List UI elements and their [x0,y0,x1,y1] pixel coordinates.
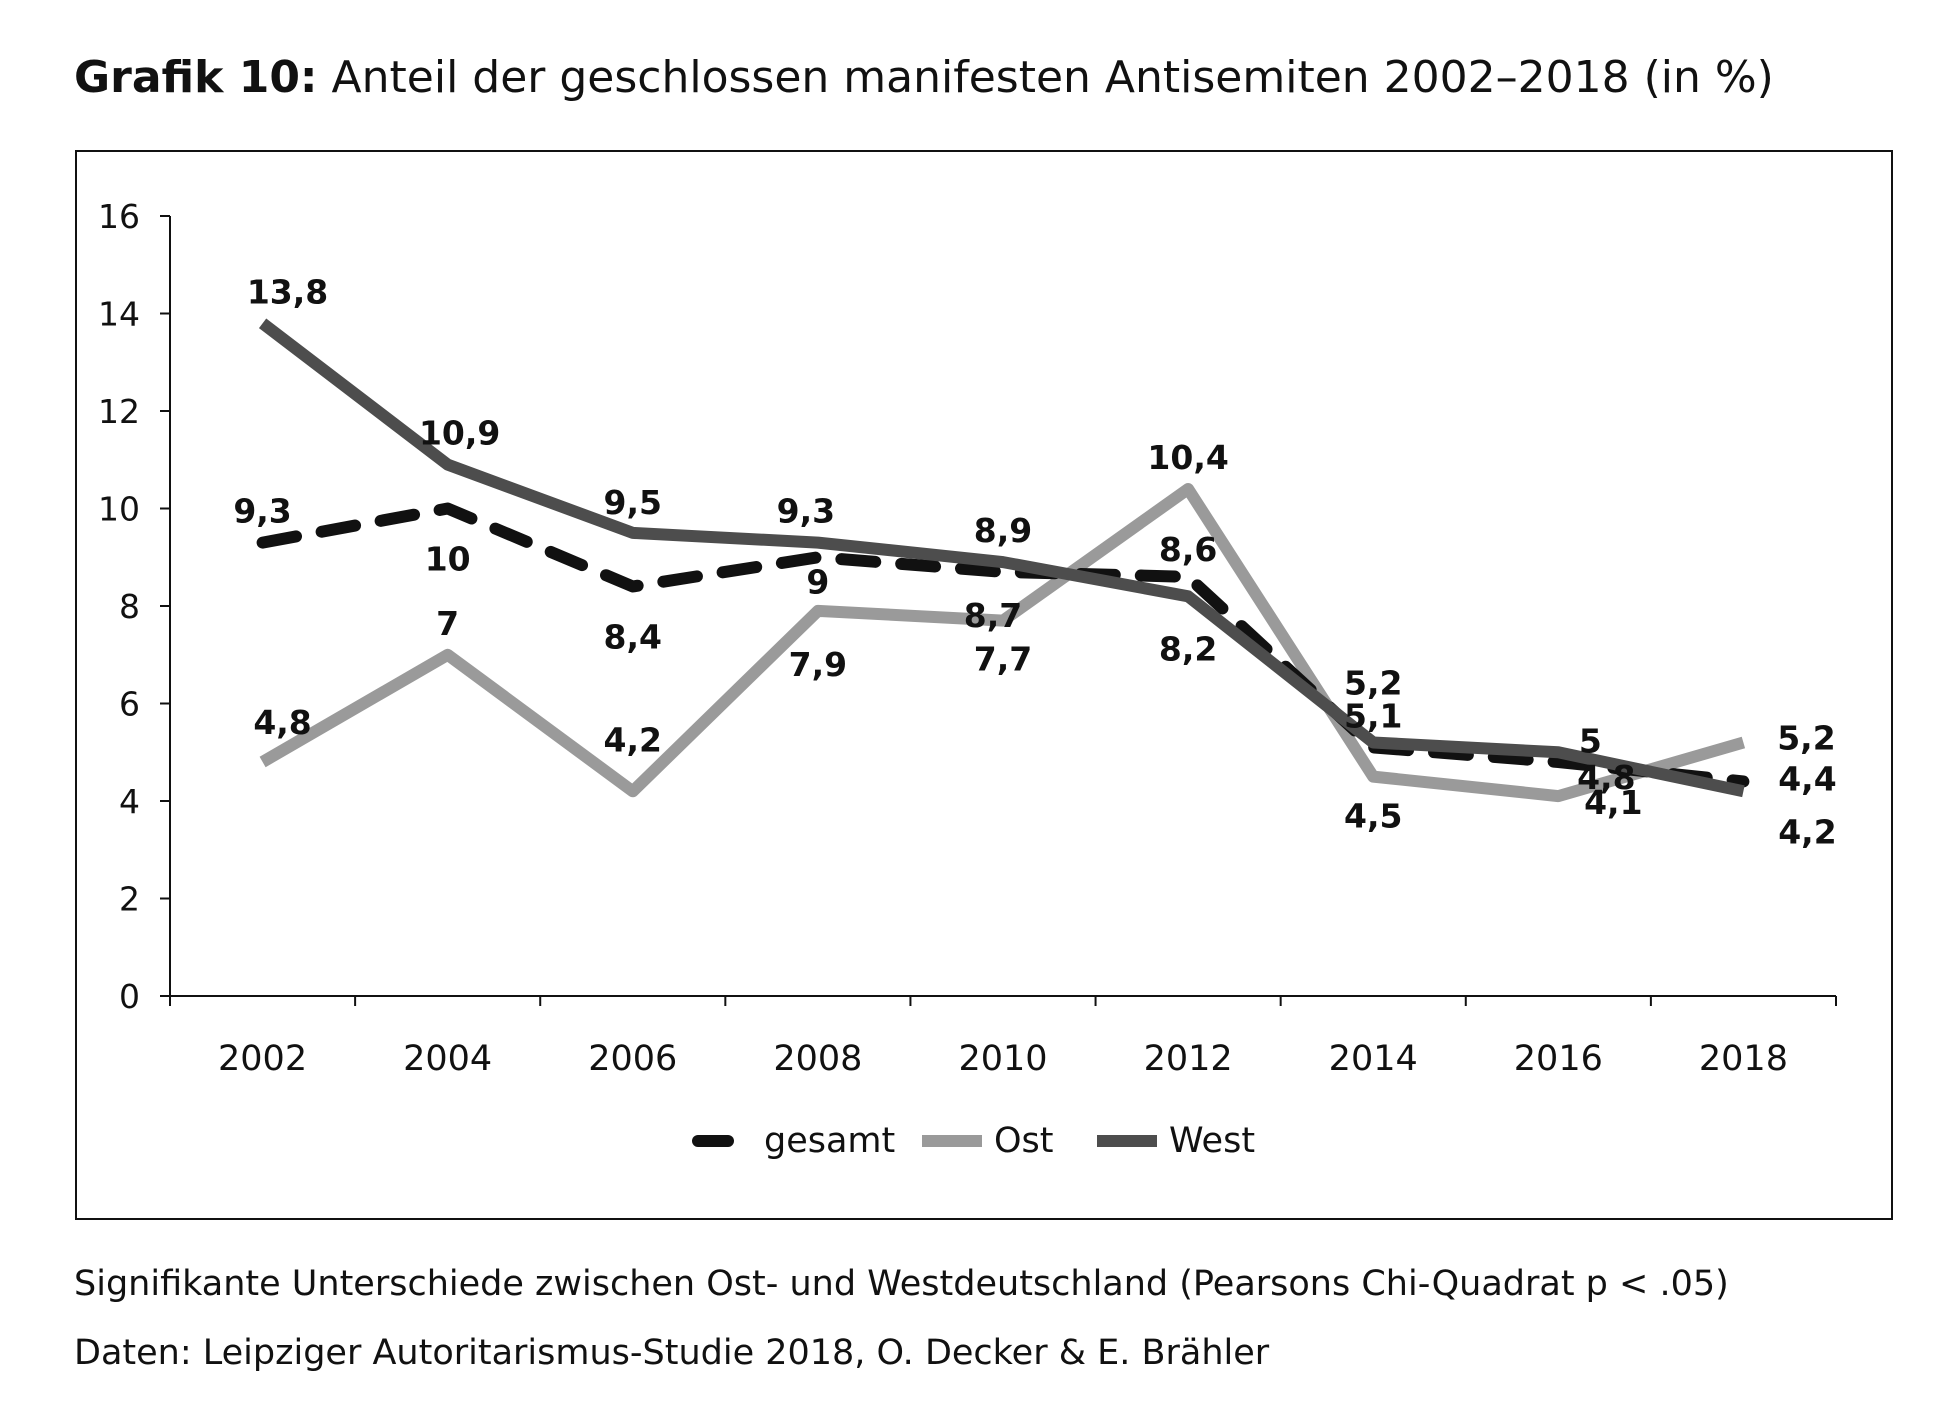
data-label-ost: 4,8 [253,703,311,742]
data-label-ost: 4,2 [604,720,662,759]
data-label-ost: 7,7 [974,640,1032,679]
data-label-gesamt: 9,3 [233,492,291,531]
y-tick-label: 6 [119,685,140,724]
data-label-west: 13,8 [247,272,328,311]
y-tick-label: 16 [98,197,140,236]
data-label-west: 10,9 [419,414,500,453]
data-label-west: 5 [1579,721,1602,760]
data-label-west: 8,2 [1159,629,1217,668]
series-line-west [258,318,1745,798]
data-label-west: 5,2 [1344,664,1402,703]
x-tick-label: 2010 [958,1039,1047,1079]
chart-title-bold: Grafik 10: [74,52,318,103]
y-tick-label: 12 [98,392,140,431]
y-tick-label: 14 [98,295,140,334]
y-tick-label: 0 [119,977,140,1016]
chart-title: Grafik 10: Anteil der geschlossen manife… [74,52,1774,103]
data-label-west: 8,9 [974,511,1032,550]
series-line-gesamt [256,502,1750,788]
data-label-ost: 7 [436,604,459,643]
x-tick-label: 2006 [588,1039,677,1079]
data-label-ost: 5,2 [1777,719,1835,758]
legend-label-west: West [1169,1121,1255,1161]
y-tick-label: 2 [119,880,140,919]
series-line-ost [259,483,1746,803]
significance-note: Signifikante Unterschiede zwischen Ost- … [74,1264,1729,1304]
y-tick-label: 10 [98,490,140,529]
x-tick-label: 2004 [403,1039,492,1079]
x-tick-label: 2018 [1699,1039,1788,1079]
data-label-gesamt: 8,4 [604,618,662,657]
legend-label-ost: Ost [994,1121,1054,1161]
data-label-ost: 4,1 [1584,783,1642,822]
data-label-ost: 7,9 [789,645,847,684]
data-label-ost: 4,5 [1344,797,1402,836]
legend-label-gesamt: gesamt [764,1121,895,1161]
data-label-gesamt: 8,6 [1159,530,1217,569]
chart-title-text: Anteil der geschlossen manifesten Antise… [331,52,1774,103]
data-source-note: Daten: Leipziger Autoritarismus-Studie 2… [74,1333,1270,1373]
data-label-west: 9,3 [777,492,835,531]
data-label-west: 4,2 [1778,812,1836,851]
x-tick-label: 2012 [1144,1039,1233,1079]
data-label-gesamt: 10 [425,540,471,579]
x-tick-label: 2002 [218,1039,307,1079]
data-label-west: 9,5 [604,483,662,522]
x-tick-label: 2016 [1514,1039,1603,1079]
chart-frame: 0 2 4 6 8 10 12 14 16 2002 2004 2006 2008 2010 2012 201… [75,150,1893,1220]
y-tick-label: 8 [119,587,140,626]
data-label-gesamt: 4,4 [1778,760,1836,799]
x-tick-label: 2014 [1329,1039,1418,1079]
data-label-gesamt: 9 [806,562,829,601]
data-label-gesamt: 8,7 [964,596,1022,635]
x-tick-label: 2008 [773,1039,862,1079]
data-label-gesamt: 4,8 [1577,758,1635,797]
data-label-gesamt: 5,1 [1344,696,1402,735]
y-tick-label: 4 [119,782,140,821]
line-chart: 0 2 4 6 8 10 12 14 16 2002 2004 2006 2008 2010 2012 201… [98,197,1837,1161]
data-label-ost: 10,4 [1147,438,1228,477]
